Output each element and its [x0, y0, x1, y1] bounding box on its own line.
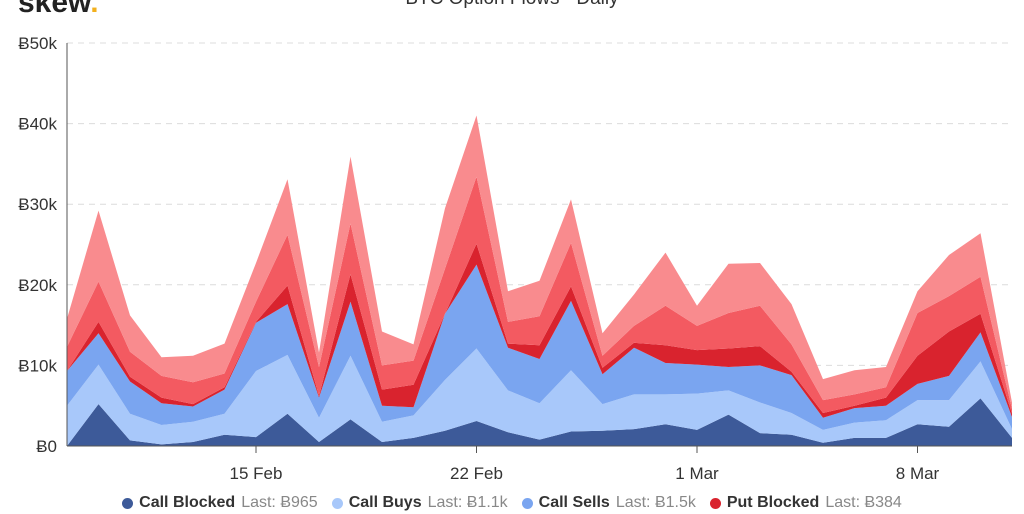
legend-last-value: Last: Ƀ1.1k — [427, 494, 508, 511]
area-put-blocked — [67, 243, 1012, 418]
legend-item[interactable]: Put Blocked Last: Ƀ384 — [709, 492, 902, 514]
y-tick-label: Ƀ30k — [18, 195, 57, 214]
area-call-blocked — [67, 398, 1012, 446]
x-tick-label: 15 Feb — [230, 464, 283, 483]
x-tick-label: 22 Feb — [450, 464, 503, 483]
chart-area: Ƀ0 Ƀ10k Ƀ20k Ƀ30k Ƀ40k Ƀ50k 15 Feb 22 Feb 1 Mar 8… — [18, 34, 1012, 483]
y-tick-label: Ƀ50k — [18, 34, 57, 53]
x-tick-label: 8 Mar — [896, 464, 940, 483]
legend-series-name: Call Blocked — [139, 494, 236, 511]
x-tick-label: 1 Mar — [675, 464, 719, 483]
area-call-buys — [67, 348, 1012, 446]
logo-dot: . — [90, 0, 99, 19]
legend-item[interactable]: Call Buys Last: Ƀ1.1k — [331, 492, 508, 514]
area-put-buys — [67, 176, 1012, 414]
y-tick-label: Ƀ10k — [18, 356, 57, 375]
legend-last-value: Last: Ƀ384 — [825, 494, 902, 511]
legend-series-name: Call Sells — [538, 494, 610, 511]
legend-swatch-icon — [331, 497, 343, 509]
chart-title: BTC Option Flows - Daily — [0, 0, 1024, 10]
legend-swatch-icon — [521, 497, 533, 509]
legend-item[interactable]: Call Blocked Last: Ƀ965 — [122, 492, 318, 514]
y-tick-label: Ƀ40k — [18, 115, 57, 134]
legend-swatch-icon — [122, 497, 134, 509]
y-tick-label: Ƀ0 — [36, 437, 57, 456]
legend-item[interactable]: Call Sells Last: Ƀ1.5k — [521, 492, 696, 514]
skew-logo: skew. — [18, 0, 99, 20]
y-tick-label: Ƀ20k — [18, 276, 57, 295]
legend-series-name: Call Buys — [348, 494, 422, 511]
chart-legend: Call Blocked Last: Ƀ965 Call Buys Last: Ƀ1.… — [0, 492, 1024, 514]
legend-last-value: Last: Ƀ965 — [241, 494, 318, 511]
legend-swatch-icon — [709, 497, 721, 509]
legend-series-name: Put Blocked — [726, 494, 820, 511]
area-call-sells — [67, 264, 1012, 430]
logo-text: skew — [18, 0, 91, 19]
legend-last-value: Last: Ƀ1.5k — [615, 494, 696, 511]
